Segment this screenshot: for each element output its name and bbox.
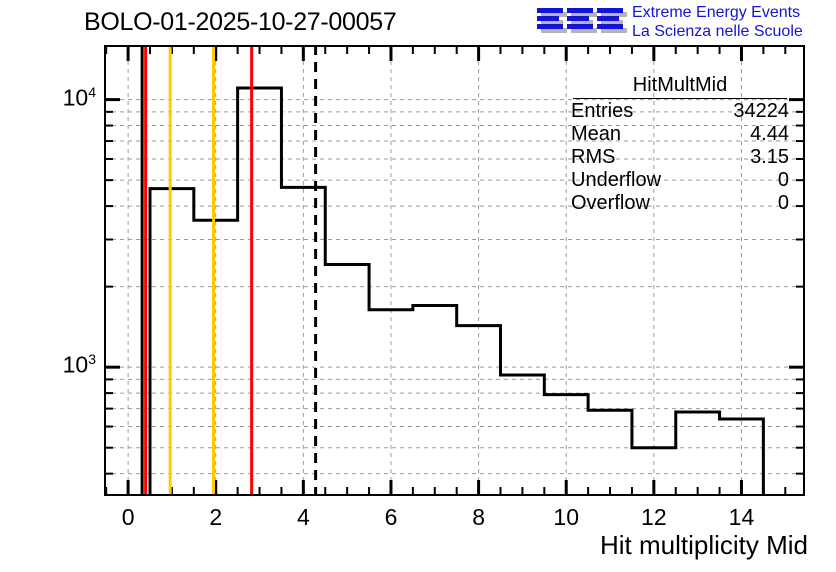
page-title: BOLO-01-2025-10-27-00057 (84, 8, 397, 36)
stats-value: 4.44 (750, 123, 789, 145)
stats-key: RMS (571, 146, 616, 168)
stats-row: RMS 3.15 (565, 146, 795, 169)
stats-value: 0 (777, 169, 789, 191)
plot-frame (104, 45, 805, 496)
x-tick-label: 8 (472, 504, 485, 530)
stats-value: 34224 (733, 100, 789, 122)
x-tick-label: 10 (553, 504, 580, 530)
y-tick-label: 103 (62, 351, 96, 378)
eee-logo: Extreme Energy Events La Scienza nelle S… (536, 3, 832, 43)
stats-row: Underflow 0 (565, 169, 795, 192)
stats-row: Entries 34224 (565, 100, 795, 123)
stats-rows: Entries 34224 Mean 4.44 RMS 3.15 Underflow 0 Ove… (565, 100, 795, 215)
x-tick-label: 4 (296, 504, 310, 530)
x-axis-title: Hit multiplicity Mid (599, 530, 808, 560)
x-tick-label: 0 (121, 504, 135, 530)
y-tick-label: 104 (62, 83, 96, 111)
x-tick-label: 2 (209, 504, 223, 530)
stats-key: Overflow (571, 192, 650, 214)
x-tick-label: 14 (728, 504, 755, 530)
eee-logo-line1: Extreme Energy Events (632, 4, 801, 21)
histogram-outline (148, 86, 765, 496)
stats-row: Mean 4.44 (565, 123, 795, 146)
stats-key: Underflow (571, 169, 662, 191)
eee-logo-text: Extreme Energy Events La Scienza nelle S… (632, 3, 803, 41)
stats-title: HitMultMid (573, 74, 787, 99)
x-tick-label: 12 (641, 504, 667, 530)
stats-value: 0 (777, 192, 789, 214)
eee-logo-line2: La Scienza nelle Scuole (632, 23, 803, 40)
stats-box: HitMultMid Entries 34224 Mean 4.44 RMS 3.15 Un… (565, 74, 795, 215)
eee-logo-mark (537, 8, 627, 33)
stats-value: 3.15 (750, 146, 789, 168)
x-tick-label: 6 (384, 504, 398, 530)
stats-key: Mean (571, 123, 622, 145)
stats-row: Overflow 0 (565, 192, 795, 215)
stats-key: Entries (571, 100, 634, 122)
